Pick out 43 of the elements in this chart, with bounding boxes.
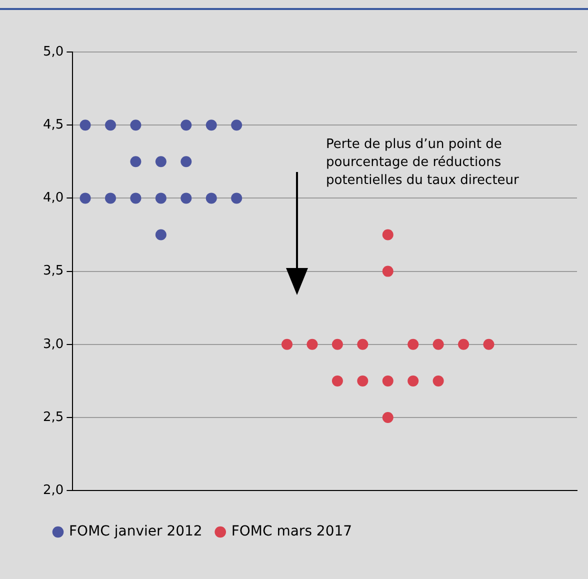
- point: [432, 375, 444, 386]
- point: [231, 192, 242, 204]
- point: [382, 375, 394, 386]
- point: [206, 192, 217, 204]
- point: [155, 192, 166, 204]
- point: [130, 120, 142, 131]
- y-tick-label: 3,5: [42, 264, 64, 279]
- y-tick-label: 2,5: [42, 410, 64, 425]
- point: [483, 338, 494, 350]
- y-tick-label: 4,0: [42, 190, 64, 206]
- point: [155, 229, 166, 240]
- point: [382, 412, 394, 423]
- legend-label: FOMC mars 2017: [231, 524, 352, 540]
- y-tick-label: 2,0: [42, 482, 64, 498]
- point: [80, 120, 91, 131]
- point: [408, 338, 419, 350]
- point: [332, 375, 343, 386]
- point: [180, 156, 192, 168]
- point: [357, 375, 368, 386]
- point: [180, 192, 192, 204]
- point: [357, 338, 368, 350]
- point: [382, 229, 394, 240]
- point: [282, 338, 293, 350]
- point: [231, 120, 242, 131]
- point: [155, 156, 166, 168]
- point: [80, 192, 91, 204]
- point: [130, 192, 142, 204]
- point: [105, 192, 116, 204]
- point: [306, 338, 318, 350]
- point: [332, 338, 343, 350]
- annotation: Perte de plus d’un point de pourcentage de réductions potentielles du taux directeur: [326, 136, 520, 188]
- point: [180, 120, 192, 131]
- y-tick-label: 5,0: [42, 44, 64, 60]
- point: [105, 120, 116, 131]
- y-tick-label: 4,5: [42, 117, 64, 132]
- point: [130, 156, 142, 168]
- point: [382, 266, 394, 277]
- point: [432, 338, 444, 350]
- point: [408, 375, 419, 386]
- point: [206, 120, 217, 131]
- point: [458, 338, 470, 350]
- y-tick-label: 3,0: [42, 336, 64, 352]
- legend-label: FOMC janvier 2012: [69, 524, 202, 540]
